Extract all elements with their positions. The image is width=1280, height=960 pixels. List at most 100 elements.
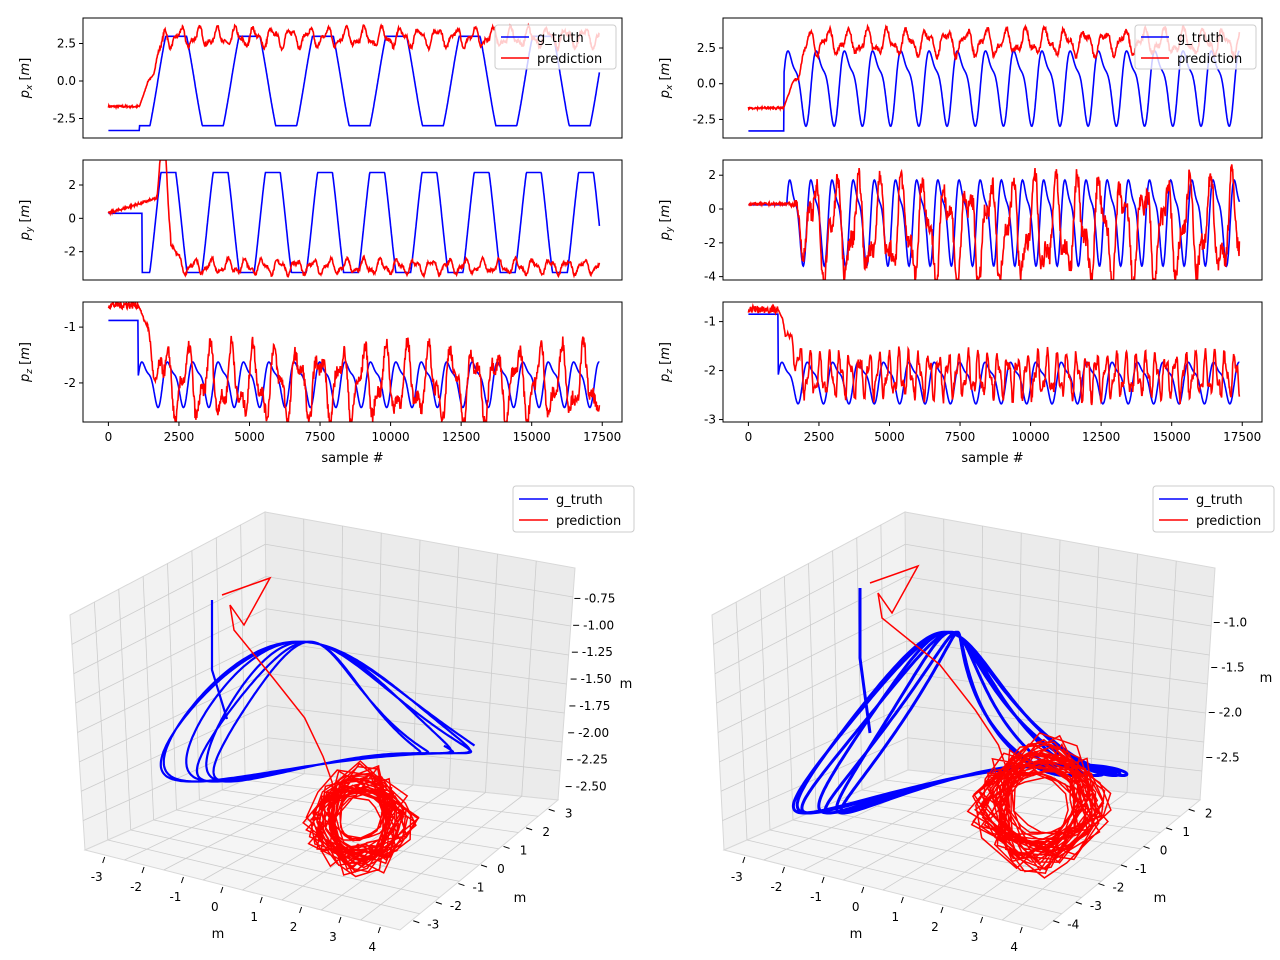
x-tick bbox=[861, 886, 865, 894]
x-tick bbox=[781, 866, 785, 874]
grid-line bbox=[321, 792, 486, 911]
z-axis-label: m bbox=[1260, 671, 1273, 686]
x-axis-label: m bbox=[212, 927, 225, 942]
x-tick-label: 5000 bbox=[234, 430, 265, 444]
z-axis-label: m bbox=[620, 677, 633, 692]
series-prediction-line bbox=[107, 302, 601, 422]
legend-label-prediction: prediction bbox=[1177, 52, 1242, 67]
axes-frame bbox=[82, 301, 623, 423]
grid-line bbox=[905, 576, 1212, 627]
grid-line bbox=[720, 705, 908, 792]
y-tick-label: 2.5 bbox=[57, 37, 76, 51]
y-tick bbox=[525, 827, 533, 831]
x-tick bbox=[377, 926, 381, 934]
legend: g_truth prediction bbox=[494, 24, 617, 70]
x-tick bbox=[742, 856, 746, 864]
y-tick-label: 2 bbox=[708, 168, 716, 182]
y-tick-label: -2.5 bbox=[693, 112, 716, 126]
y-tick-label: -2 bbox=[450, 899, 462, 913]
chart-panel-left-px: -2.5 0.0 2.5 px [m] g_truth prediction bbox=[18, 17, 623, 139]
y-tick bbox=[503, 845, 510, 849]
z-tick-label: -0.75 bbox=[584, 591, 615, 605]
y-tick bbox=[1098, 883, 1105, 887]
series-prediction-trajectory bbox=[869, 564, 1112, 879]
z-tick-label: -1.50 bbox=[581, 672, 612, 686]
grid-line bbox=[884, 779, 1181, 817]
y-tick-label: 0 bbox=[68, 211, 76, 225]
x-tick bbox=[299, 906, 303, 914]
y-tick-label: 2 bbox=[1205, 806, 1213, 820]
y-tick-label: -1 bbox=[472, 881, 484, 895]
z-tick-label: -2.00 bbox=[578, 726, 609, 740]
grid-line bbox=[882, 784, 1055, 891]
legend-label-truth: g_truth bbox=[1177, 31, 1224, 46]
y-tick-label: -2 bbox=[704, 364, 716, 378]
series-prediction-line bbox=[748, 164, 1241, 280]
y-tick bbox=[1120, 864, 1128, 868]
y-tick-label: 1 bbox=[520, 843, 528, 857]
legend-label-truth: g_truth bbox=[537, 31, 584, 46]
grid-line bbox=[265, 543, 573, 598]
y-tick-label: 0 bbox=[497, 862, 505, 876]
y-tick-label: 2 bbox=[68, 178, 76, 192]
series-truth-line bbox=[108, 171, 601, 274]
chart-panel-right-px: -2.5 0.0 2.5 px [m] g_truth prediction bbox=[658, 17, 1263, 139]
x-tick-label: -2 bbox=[770, 880, 782, 894]
y-tick-label: 0 bbox=[1160, 843, 1168, 857]
y-tick bbox=[1143, 845, 1150, 849]
x-tick-label: 3 bbox=[971, 930, 979, 944]
x-tick-label: 2 bbox=[931, 920, 939, 934]
series-truth-line bbox=[748, 313, 1240, 405]
x-tick-label: 3 bbox=[329, 930, 337, 944]
grid-line bbox=[906, 672, 1206, 714]
z-tick-label: -1.75 bbox=[579, 699, 610, 713]
x-tick bbox=[821, 876, 825, 884]
y-tick-label: 3 bbox=[565, 806, 573, 820]
chart-panel-right-py: -4 -2 0 2 py [m] bbox=[658, 159, 1263, 284]
chart-panel-left-3d: -3-2-101234m-3-2-10123m-0.75-1.00-1.25-1… bbox=[69, 511, 633, 954]
grid-line bbox=[907, 705, 1204, 743]
y-tick bbox=[480, 864, 488, 868]
y-tick-label: 2 bbox=[542, 825, 550, 839]
x-tick-label: 15000 bbox=[513, 430, 551, 444]
y-tick bbox=[1053, 920, 1060, 924]
grid-line bbox=[81, 705, 268, 792]
grid-line bbox=[713, 543, 906, 645]
z-tick-label: -2.5 bbox=[1216, 751, 1239, 765]
y-axis-label: pz [m] bbox=[18, 342, 35, 383]
grid-line bbox=[73, 576, 266, 675]
y-axis-label: px [m] bbox=[18, 58, 35, 100]
y-tick-label: -2.5 bbox=[53, 112, 76, 126]
y-tick bbox=[1188, 808, 1195, 812]
y-tick-label: -2 bbox=[1112, 881, 1124, 895]
y-tick bbox=[1165, 827, 1173, 831]
x-tick-label: 5000 bbox=[874, 430, 905, 444]
y-tick-label: -4 bbox=[704, 270, 716, 284]
chart-panel-left-py: -2 0 2 py [m] bbox=[18, 159, 623, 281]
axes-frame bbox=[722, 17, 1263, 139]
legend-label-prediction: prediction bbox=[537, 52, 602, 67]
z-tick-label: -2.25 bbox=[577, 753, 608, 767]
series-truth-trajectory bbox=[159, 600, 476, 783]
grid-line bbox=[906, 640, 1208, 685]
y-tick-label: -2 bbox=[704, 236, 716, 250]
y-tick-label: 0 bbox=[708, 202, 716, 216]
grid-line bbox=[360, 795, 522, 921]
y-tick-label: 1 bbox=[1182, 825, 1190, 839]
z-tick-label: -1.00 bbox=[583, 618, 614, 632]
x-tick-label: 15000 bbox=[1153, 430, 1191, 444]
z-tick-label: -2.0 bbox=[1219, 706, 1242, 720]
chart-panel-left-pz: -2 -1 pz [m] 0 2500 5000 7500 10000 12500 15000 17… bbox=[18, 301, 623, 466]
y-tick bbox=[548, 808, 555, 812]
y-tick-label: 2.5 bbox=[697, 41, 716, 55]
x-tick bbox=[259, 896, 263, 904]
series-truth-line bbox=[748, 178, 1241, 268]
z-tick-label: -1.5 bbox=[1221, 661, 1244, 675]
x-tick-label: 2 bbox=[290, 920, 298, 934]
x-tick bbox=[338, 916, 342, 924]
grid-line bbox=[267, 705, 563, 743]
x-tick-label: 10000 bbox=[372, 430, 410, 444]
grid-line bbox=[266, 640, 567, 685]
grid-line bbox=[75, 608, 267, 704]
y-axis-label: px [m] bbox=[658, 58, 675, 100]
